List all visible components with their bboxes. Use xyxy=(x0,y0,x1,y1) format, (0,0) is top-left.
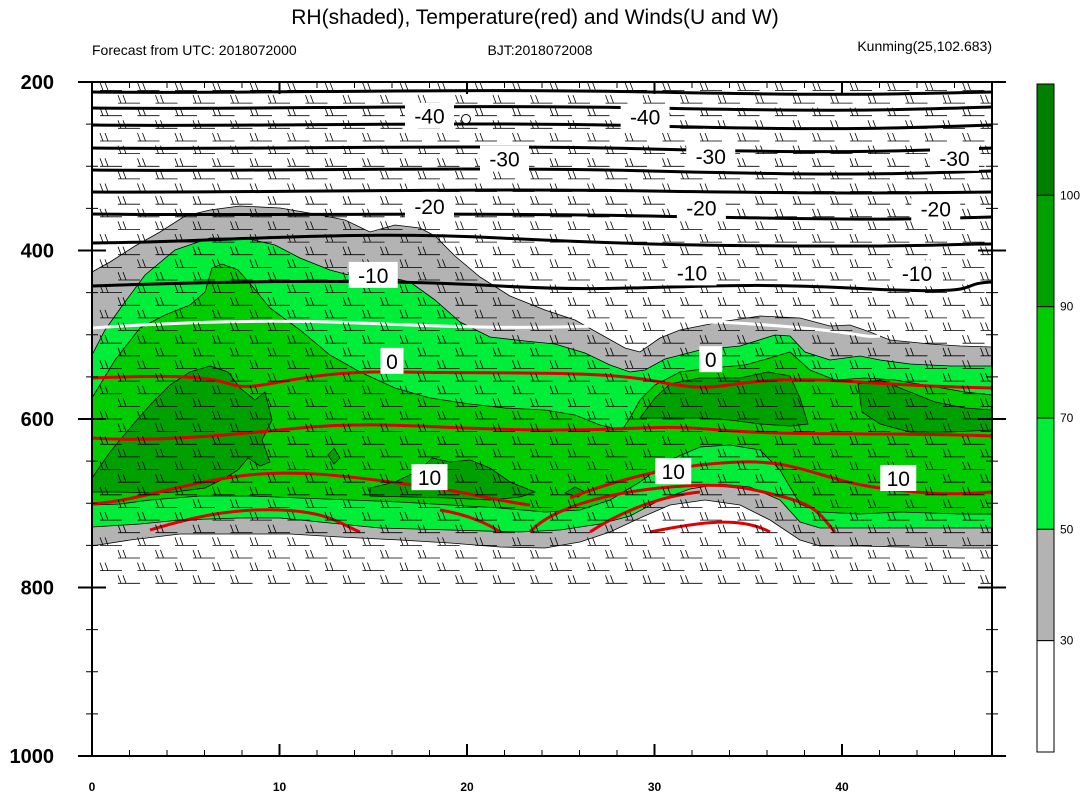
temperature-label: -20 xyxy=(414,196,444,219)
temperature-label: 0 xyxy=(705,349,717,372)
colorbar-swatch xyxy=(1036,194,1055,308)
chart-title: RH(shaded), Temperature(red) and Winds(U… xyxy=(291,6,778,29)
temperature-label: -10 xyxy=(358,265,388,288)
colorbar-swatch xyxy=(1036,528,1055,642)
temperature-label-box xyxy=(411,464,448,491)
temperature-label-box xyxy=(667,259,717,286)
isotherms-red xyxy=(92,370,992,534)
temperature-label-box xyxy=(892,260,942,287)
temperature-label-box xyxy=(699,346,723,373)
isotherms-black xyxy=(92,89,992,293)
temperature-label-box xyxy=(380,347,404,374)
temperature-label: -30 xyxy=(489,149,519,172)
plot-area xyxy=(92,82,992,756)
temperature-labels: -40 -40 -30 -30 -30 -20 -20 -20 -10 -10 -10 0 0 10 10 1… xyxy=(348,102,979,491)
colorbar-label: 30 xyxy=(1060,634,1074,648)
wind-barb-field xyxy=(99,82,992,584)
y-tick-label: 1000 xyxy=(10,746,55,768)
temperature-label-box xyxy=(405,102,454,129)
temperature-label-box xyxy=(676,194,726,221)
x-tick-label: 20 xyxy=(460,780,474,794)
colorbar-label: 50 xyxy=(1060,522,1074,536)
colorbar-swatch xyxy=(1036,306,1055,419)
temperature-label: -30 xyxy=(696,146,726,169)
x-tick-label: 40 xyxy=(835,780,849,794)
subtitle-left: Forecast from UTC: 2018072000 xyxy=(92,42,297,58)
temperature-label: -10 xyxy=(677,262,707,285)
temperature-label: 10 xyxy=(887,468,910,491)
wind-barbs xyxy=(99,82,992,584)
colorbar-label: 70 xyxy=(1060,411,1074,425)
calm-wind-marker xyxy=(461,114,471,124)
temperature-label-box xyxy=(880,464,917,491)
subtitle-center: BJT:2018072008 xyxy=(487,42,592,58)
temperature-label-box xyxy=(405,192,454,219)
temperature-label: -40 xyxy=(414,106,444,129)
temperature-label: 0 xyxy=(386,351,398,374)
colorbar-label: 90 xyxy=(1060,300,1074,314)
x-tick-label: 10 xyxy=(273,780,287,794)
y-tick-label: 400 xyxy=(21,241,54,263)
colorbar-swatch xyxy=(1036,83,1055,196)
temperature-label-box xyxy=(655,458,692,485)
colorbar: 100 90 70 50 30 xyxy=(1036,83,1080,753)
x-tick-label: 30 xyxy=(648,780,662,794)
temperature-label: -20 xyxy=(686,198,716,221)
y-tick-label: 600 xyxy=(21,409,54,431)
x-tick-label: 0 xyxy=(89,780,96,794)
colorbar-swatch xyxy=(1036,640,1055,753)
colorbar-label: 100 xyxy=(1060,188,1080,202)
y-tick-label: 800 xyxy=(21,578,54,600)
temperature-label-box xyxy=(930,144,979,171)
colorbar-swatch xyxy=(1036,417,1055,530)
rh-region-90-100d xyxy=(327,447,341,465)
temperature-label-box xyxy=(348,261,398,288)
temperature-label: -40 xyxy=(630,107,660,130)
temperature-label: -20 xyxy=(921,198,951,221)
subtitle-right: Kunming(25,102.683) xyxy=(857,38,992,54)
isotherm-zero xyxy=(92,319,881,338)
y-tick-label: 200 xyxy=(21,72,54,94)
temperature-label-box xyxy=(620,103,670,130)
temperature-label: 10 xyxy=(418,467,441,490)
temperature-label-box xyxy=(686,143,736,170)
temperature-label: -10 xyxy=(902,263,932,286)
temperature-label-box xyxy=(911,195,961,222)
temperature-label-box xyxy=(480,145,529,172)
temperature-label: -30 xyxy=(939,148,969,171)
temperature-label: 10 xyxy=(662,461,685,484)
